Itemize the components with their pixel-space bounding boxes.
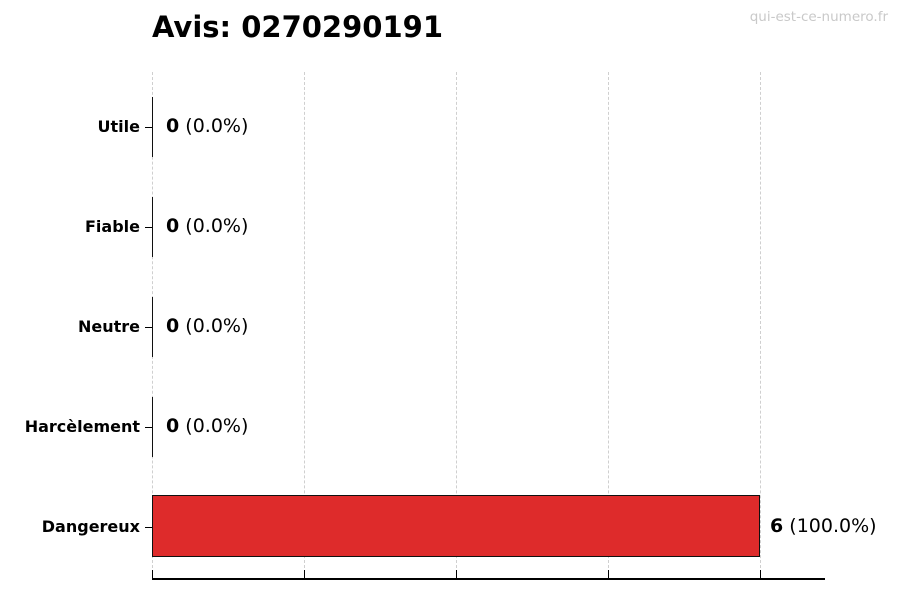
- y-axis-label-dangereux: Dangereux: [41, 517, 140, 536]
- value-percent: (0.0%): [185, 315, 249, 337]
- y-tick-utile: [145, 127, 152, 128]
- page-title: Avis: 0270290191: [152, 10, 443, 44]
- x-tick-1: [304, 570, 305, 578]
- bar-harcelement[interactable]: [152, 397, 153, 457]
- y-axis-label-utile: Utile: [97, 117, 140, 136]
- x-tick-2: [456, 570, 457, 578]
- y-axis-label-fiable: Fiable: [85, 217, 140, 236]
- y-tick-harcelement: [145, 427, 152, 428]
- value-label-utile: 0 (0.0%): [166, 117, 248, 136]
- value-count: 0: [166, 415, 180, 437]
- gridline-1: [304, 72, 305, 578]
- bar-fiable[interactable]: [152, 197, 153, 257]
- watermark-label: qui-est-ce-numero.fr: [749, 9, 888, 25]
- x-tick-3: [608, 570, 609, 578]
- y-axis-label-harcelement: Harcèlement: [24, 417, 140, 436]
- value-label-fiable: 0 (0.0%): [166, 217, 248, 236]
- value-count: 6: [770, 515, 784, 537]
- y-tick-dangereux: [145, 527, 152, 528]
- value-count: 0: [166, 315, 180, 337]
- value-count: 0: [166, 215, 180, 237]
- y-axis-label-neutre: Neutre: [77, 317, 140, 336]
- y-tick-neutre: [145, 327, 152, 328]
- gridline-4: [760, 72, 761, 578]
- gridline-2: [456, 72, 457, 578]
- bar-utile[interactable]: [152, 97, 153, 157]
- value-label-harcelement: 0 (0.0%): [166, 417, 248, 436]
- bar-dangereux[interactable]: [152, 495, 760, 557]
- x-tick-4: [760, 570, 761, 578]
- y-tick-fiable: [145, 227, 152, 228]
- value-percent: (100.0%): [789, 515, 877, 537]
- x-axis-line: [152, 578, 825, 580]
- bar-neutre[interactable]: [152, 297, 153, 357]
- value-percent: (0.0%): [185, 415, 249, 437]
- gridline-3: [608, 72, 609, 578]
- value-count: 0: [166, 115, 180, 137]
- x-tick-0: [152, 570, 153, 578]
- value-label-dangereux: 6 (100.0%): [770, 517, 877, 536]
- value-percent: (0.0%): [185, 115, 249, 137]
- value-percent: (0.0%): [185, 215, 249, 237]
- value-label-neutre: 0 (0.0%): [166, 317, 248, 336]
